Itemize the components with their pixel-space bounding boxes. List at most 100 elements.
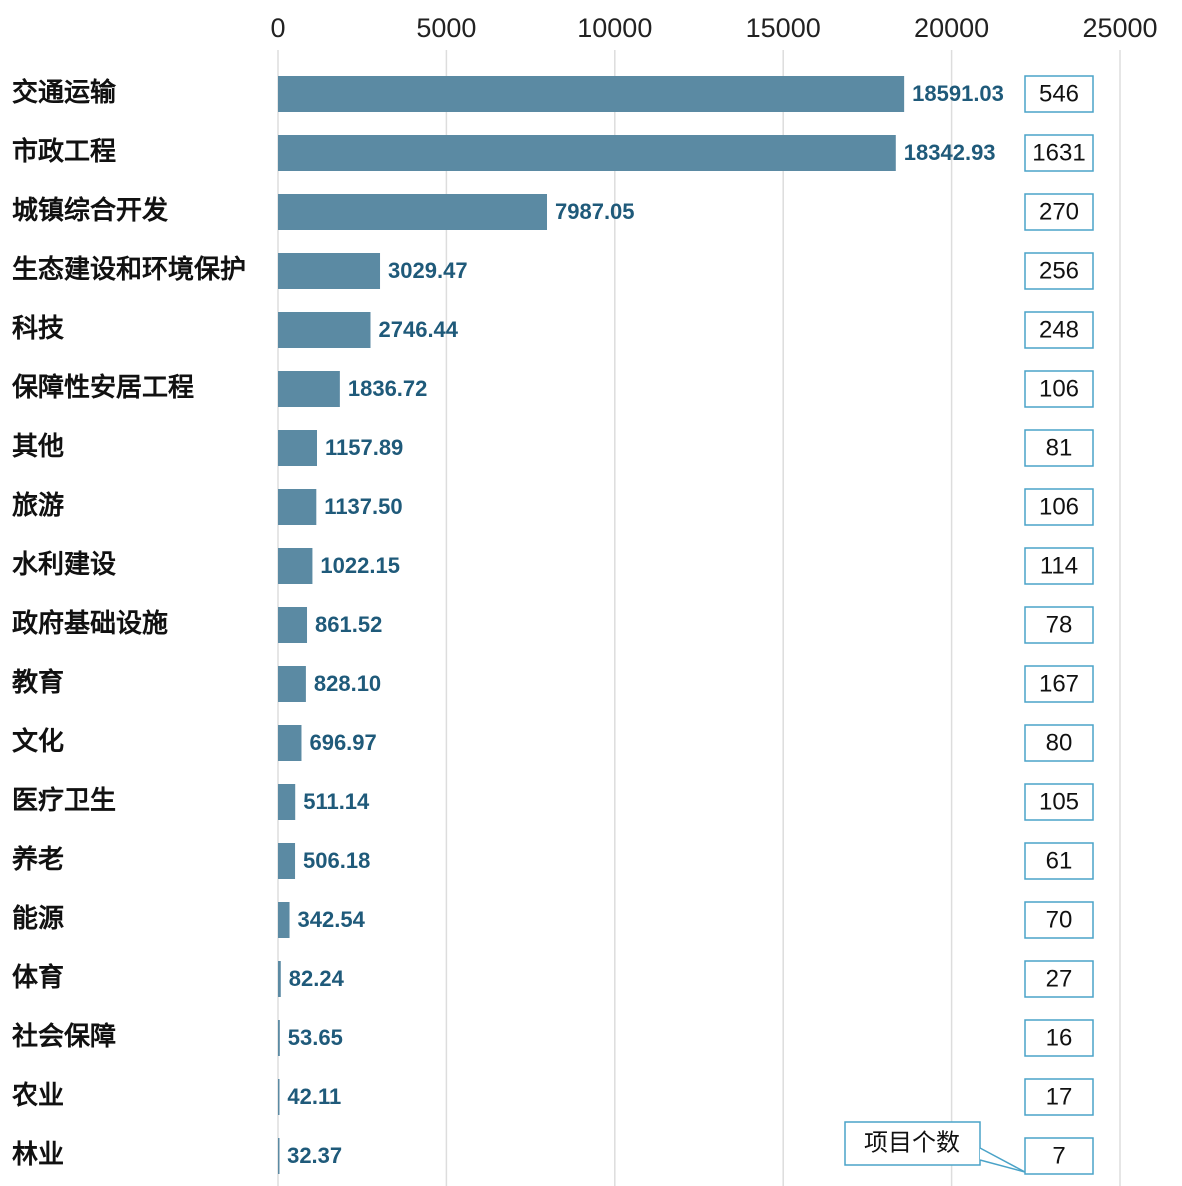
bar [278, 666, 306, 702]
data-label: 53.65 [288, 1025, 343, 1050]
x-tick-label: 20000 [914, 13, 989, 43]
data-label: 18591.03 [912, 81, 1004, 106]
bar [278, 1079, 280, 1115]
category-label: 社会保障 [12, 1021, 116, 1051]
data-label: 1022.15 [320, 553, 400, 578]
count-box [1024, 547, 1094, 585]
count-label: 114 [1040, 552, 1078, 579]
bar [278, 430, 317, 466]
data-label: 696.97 [309, 730, 376, 755]
data-label: 32.37 [287, 1143, 342, 1168]
count-box [1024, 901, 1094, 939]
count-box [1024, 311, 1094, 349]
count-box [1024, 488, 1094, 526]
x-tick-label: 5000 [416, 13, 476, 43]
count-box [1024, 1019, 1094, 1057]
count-box [1024, 606, 1094, 644]
count-box [1024, 1078, 1094, 1116]
count-label: 106 [1039, 493, 1079, 520]
callout-pointer [979, 1147, 1026, 1173]
category-label: 政府基础设施 [12, 608, 168, 638]
bar [278, 253, 381, 289]
data-label: 82.24 [289, 966, 345, 991]
data-label: 1157.89 [325, 435, 403, 460]
data-label: 18342.93 [904, 140, 996, 165]
count-label: 80 [1046, 729, 1073, 756]
category-label: 保障性安居工程 [11, 372, 194, 402]
count-label: 81 [1046, 434, 1073, 461]
count-box [1024, 75, 1094, 113]
count-label: 248 [1039, 316, 1079, 343]
count-box [1024, 429, 1094, 467]
category-label: 体育 [12, 962, 64, 992]
count-box [1024, 783, 1094, 821]
count-label: 17 [1046, 1083, 1073, 1110]
bar [278, 1138, 280, 1174]
count-label: 546 [1039, 80, 1079, 107]
bar [278, 489, 317, 525]
category-label: 林业 [12, 1139, 64, 1169]
bar [278, 135, 896, 171]
category-label: 生态建设和环境保护 [12, 254, 246, 284]
data-label: 3029.47 [388, 258, 468, 283]
category-label: 文化 [12, 726, 64, 756]
count-label: 105 [1039, 788, 1079, 815]
category-label: 市政工程 [12, 136, 116, 166]
x-tick-label: 25000 [1082, 13, 1157, 43]
callout: 项目个数 [844, 1121, 1026, 1173]
data-label: 511.14 [303, 789, 370, 814]
count-box [1024, 1137, 1094, 1175]
count-box [1024, 193, 1094, 231]
count-box [1024, 252, 1094, 290]
data-label: 861.52 [315, 612, 382, 637]
count-box [1024, 134, 1094, 172]
bar [278, 312, 371, 348]
data-label: 506.18 [303, 848, 370, 873]
bar [278, 76, 905, 112]
count-label: 27 [1046, 965, 1073, 992]
data-label: 7987.05 [555, 199, 635, 224]
count-box [1024, 724, 1094, 762]
category-label: 能源 [12, 903, 64, 933]
count-box [1024, 842, 1094, 880]
bar [278, 194, 548, 230]
callout-box [844, 1121, 981, 1166]
x-tick-label: 0 [270, 13, 285, 43]
count-label: 167 [1039, 670, 1079, 697]
count-box [1024, 665, 1094, 703]
data-label: 42.11 [287, 1084, 341, 1109]
bar [278, 371, 340, 407]
bar [278, 725, 302, 761]
bar [278, 784, 296, 820]
category-label: 其他 [12, 431, 64, 461]
x-tick-label: 10000 [577, 13, 652, 43]
count-label: 270 [1039, 198, 1079, 225]
category-label: 医疗卫生 [12, 785, 116, 815]
category-label: 农业 [11, 1080, 64, 1110]
category-label: 交通运输 [12, 77, 117, 107]
category-label: 养老 [11, 844, 64, 874]
data-label: 1137.50 [324, 494, 402, 519]
category-label: 科技 [12, 313, 64, 343]
count-label: 70 [1046, 906, 1073, 933]
count-label: 7 [1052, 1142, 1065, 1169]
count-label: 78 [1046, 611, 1073, 638]
count-label: 256 [1039, 257, 1079, 284]
x-tick-label: 15000 [746, 13, 821, 43]
bar [278, 902, 290, 938]
data-label: 342.54 [298, 907, 366, 932]
category-label: 城镇综合开发 [12, 195, 168, 225]
category-label: 水利建设 [12, 549, 116, 579]
count-label: 106 [1039, 375, 1079, 402]
count-box [1024, 960, 1094, 998]
bar [278, 843, 296, 879]
data-label: 828.10 [314, 671, 381, 696]
data-label: 2746.44 [379, 317, 459, 342]
count-label: 16 [1046, 1024, 1073, 1051]
count-label: 1631 [1032, 139, 1085, 166]
bar [278, 961, 281, 997]
bar [278, 607, 308, 643]
bar [278, 548, 313, 584]
callout-text: 项目个数 [864, 1129, 960, 1156]
